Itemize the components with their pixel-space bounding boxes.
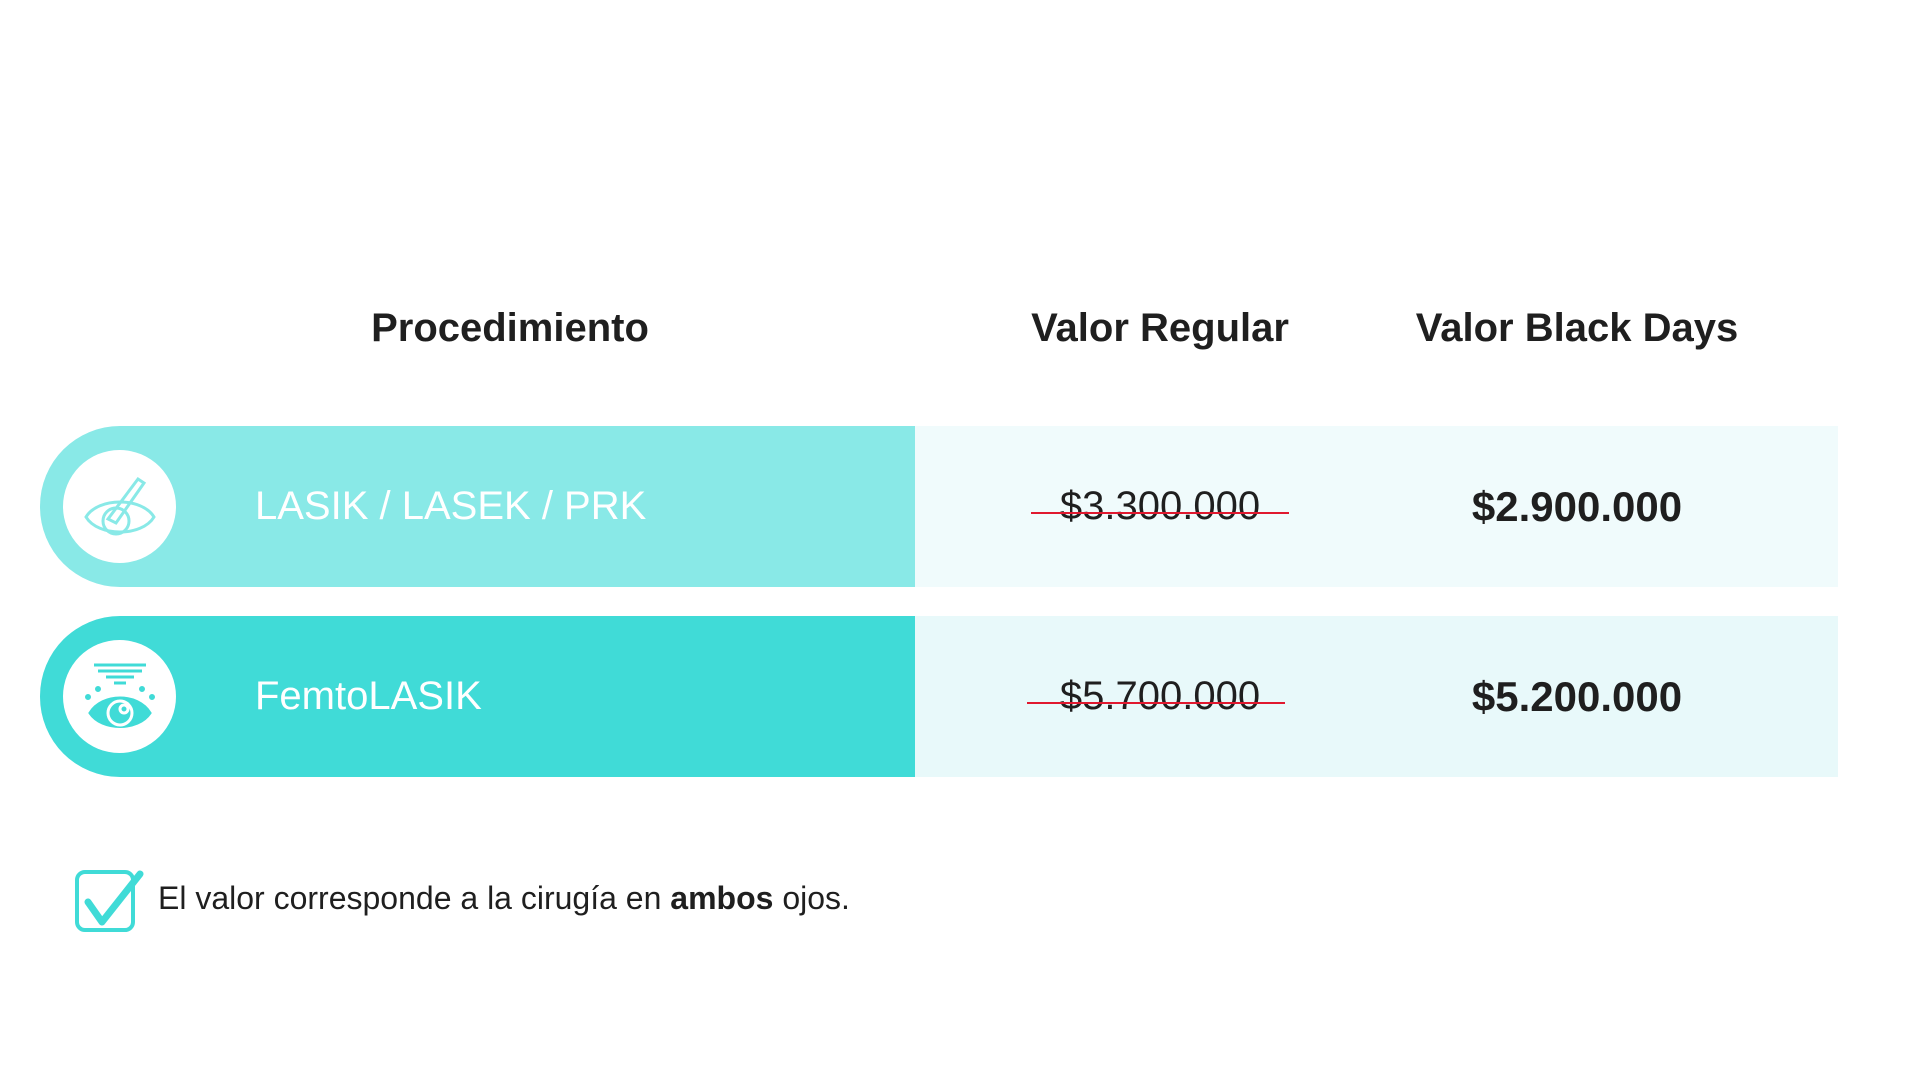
table-row: LASIK / LASEK / PRK $3.300.000 $2.900.00… bbox=[40, 426, 1838, 587]
strikethrough-line bbox=[1031, 512, 1289, 514]
header-procedure: Procedimiento bbox=[371, 306, 649, 350]
price-cells bbox=[915, 616, 1838, 777]
promo-price: $2.900.000 bbox=[1471, 483, 1683, 530]
eye-scalpel-icon bbox=[63, 450, 176, 563]
header-regular-price: Valor Regular bbox=[1031, 306, 1289, 350]
regular-price: $3.300.000 bbox=[1059, 484, 1261, 528]
procedure-cell: FemtoLASIK bbox=[40, 616, 915, 777]
footnote-text: El valor corresponde a la cirugía en bbox=[158, 880, 671, 916]
price-cells bbox=[915, 426, 1838, 587]
footnote-bold: ambos bbox=[670, 880, 774, 916]
eye-laser-icon bbox=[63, 640, 176, 753]
strikethrough-line bbox=[1027, 702, 1285, 704]
footnote-text-end: ojos. bbox=[773, 880, 850, 916]
procedure-name: FemtoLASIK bbox=[255, 674, 482, 718]
footnote: El valor corresponde a la cirugía en amb… bbox=[158, 880, 850, 917]
procedure-cell: LASIK / LASEK / PRK bbox=[40, 426, 915, 587]
promo-price: $5.200.000 bbox=[1471, 673, 1683, 720]
checkbox-check-icon bbox=[74, 868, 144, 939]
header-promo-price: Valor Black Days bbox=[1415, 306, 1739, 350]
table-row: FemtoLASIK $5.700.000 $5.200.000 bbox=[40, 616, 1838, 777]
regular-price: $5.700.000 bbox=[1059, 674, 1261, 718]
procedure-name: LASIK / LASEK / PRK bbox=[255, 484, 647, 528]
